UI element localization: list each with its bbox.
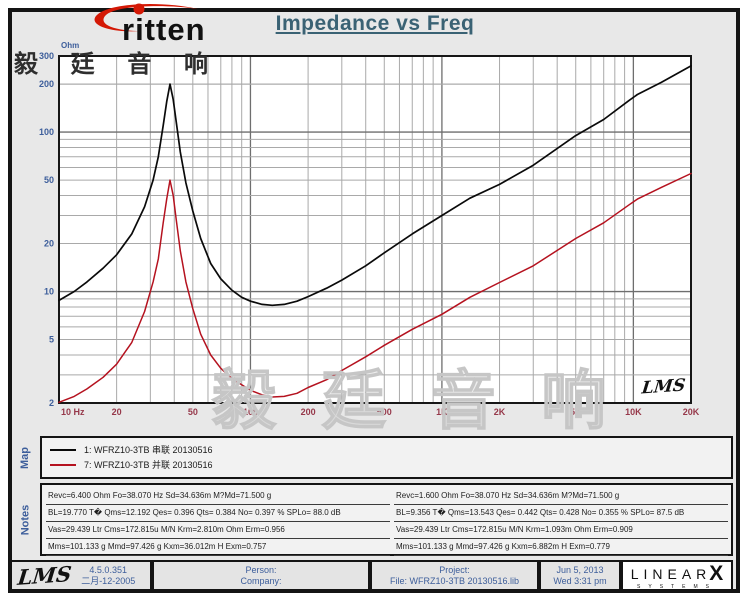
- notes-line: Mms=101.133 g Mmd=97.426 g Kxm=6.882m H …: [394, 539, 728, 556]
- legend-item: 1: WFRZ10-3TB 串联 20130516: [50, 442, 731, 457]
- footer-project-cell: Project: File: WFRZ10-3TB 20130516.lib: [370, 560, 539, 591]
- svg-text:20: 20: [44, 239, 54, 249]
- svg-text:500: 500: [377, 407, 392, 417]
- svg-text:20: 20: [112, 407, 122, 417]
- series1-line-swatch: [50, 448, 76, 451]
- notes-line: Vas=29.439 Ltr Cms=172.815u M/N Krm=1.09…: [394, 522, 728, 539]
- svg-text:10 Hz: 10 Hz: [61, 407, 85, 417]
- legend-label: 1: WFRZ10-3TB 串联 20130516: [84, 445, 213, 455]
- file-label: File: WFRZ10-3TB 20130516.lib: [389, 575, 520, 586]
- notes-line: BL=9.356 T� Qms=13.543 Qes= 0.442 Qts= 0…: [394, 505, 728, 522]
- notes-column-series: Revc=6.400 Ohm Fo=38.070 Hz Sd=34.636m M…: [46, 488, 390, 556]
- legend-panel: 1: WFRZ10-3TB 串联 20130516 7: WFRZ10-3TB …: [40, 436, 733, 479]
- footer-time: Wed 3:31 pm: [553, 575, 607, 586]
- notes-line: BL=19.770 T� Qms=12.192 Qes= 0.396 Qts= …: [46, 505, 390, 522]
- page-title: Impedance vs Freq: [275, 12, 475, 35]
- svg-text:100: 100: [243, 407, 258, 417]
- linearx-systems-text: SYSTEMS: [637, 583, 717, 590]
- version-and-date: 4.5.0.351 二月-12-2005: [81, 565, 135, 587]
- svg-text:2K: 2K: [494, 407, 506, 417]
- notes-line: Revc=6.400 Ohm Fo=38.070 Hz Sd=34.636m M…: [46, 488, 390, 505]
- lms-footer-logo-icon: LMS: [16, 561, 73, 590]
- footer-date: Jun 5, 2013: [556, 564, 604, 575]
- person-label: Person:: [245, 564, 277, 575]
- project-label: Project:: [439, 564, 470, 575]
- legend-label: 7: WFRZ10-3TB 并联 20130516: [84, 460, 213, 470]
- notes-panel: Revc=6.400 Ohm Fo=38.070 Hz Sd=34.636m M…: [40, 483, 733, 556]
- eritten-logo: ritten: [94, 3, 206, 47]
- series2-line-swatch: [50, 463, 76, 466]
- footer-version-cell: LMS 4.5.0.351 二月-12-2005: [10, 560, 152, 591]
- impedance-chart: 10 Hz 20 50 100 200 500 1K 2K 5K 10K 20K 300 200 100 5…: [39, 41, 700, 417]
- notes-line: Vas=29.439 Ltr Cms=172.815u M/N Krm=2.81…: [46, 522, 390, 539]
- footer-person-cell: Person: Company:: [152, 560, 370, 591]
- svg-text:50: 50: [44, 175, 54, 185]
- svg-text:20K: 20K: [683, 407, 700, 417]
- app-version: 4.5.0.351: [89, 564, 127, 575]
- svg-text:Ohm: Ohm: [61, 41, 79, 50]
- notes-panel-label: Notes: [19, 504, 31, 536]
- svg-text:5K: 5K: [570, 407, 582, 417]
- company-label: Company:: [240, 575, 282, 586]
- svg-text:200: 200: [39, 79, 54, 89]
- svg-text:10: 10: [44, 287, 54, 297]
- logo-wordmark: ritten: [122, 12, 206, 47]
- linearx-logo-cell: LINEAR X SYSTEMS: [621, 560, 733, 591]
- notes-line: Mms=101.133 g Mmd=97.426 g Kxm=36.012m H…: [46, 539, 390, 556]
- svg-text:100: 100: [39, 127, 54, 137]
- svg-text:200: 200: [301, 407, 316, 417]
- linearx-logo: LINEAR X: [630, 561, 724, 585]
- svg-text:2: 2: [49, 398, 54, 408]
- svg-text:50: 50: [188, 407, 198, 417]
- lms-script-logo-icon: LMS: [640, 375, 687, 399]
- footer-datetime-cell: Jun 5, 2013 Wed 3:31 pm: [539, 560, 621, 591]
- notes-line: Revc=1.600 Ohm Fo=38.070 Hz Sd=34.636m M…: [394, 488, 728, 505]
- legend-item: 7: WFRZ10-3TB 并联 20130516: [50, 457, 731, 472]
- svg-text:300: 300: [39, 51, 54, 61]
- brand-chinese-text: 毅 廷 音 响: [14, 51, 222, 78]
- logo-dot-icon: [133, 3, 145, 15]
- app-date: 二月-12-2005: [81, 575, 136, 586]
- notes-column-parallel: Revc=1.600 Ohm Fo=38.070 Hz Sd=34.636m M…: [394, 488, 728, 556]
- svg-text:5: 5: [49, 335, 54, 345]
- svg-text:1K: 1K: [436, 407, 448, 417]
- svg-text:10K: 10K: [625, 407, 642, 417]
- watermark-text: 毅 廷 音 响: [211, 364, 620, 438]
